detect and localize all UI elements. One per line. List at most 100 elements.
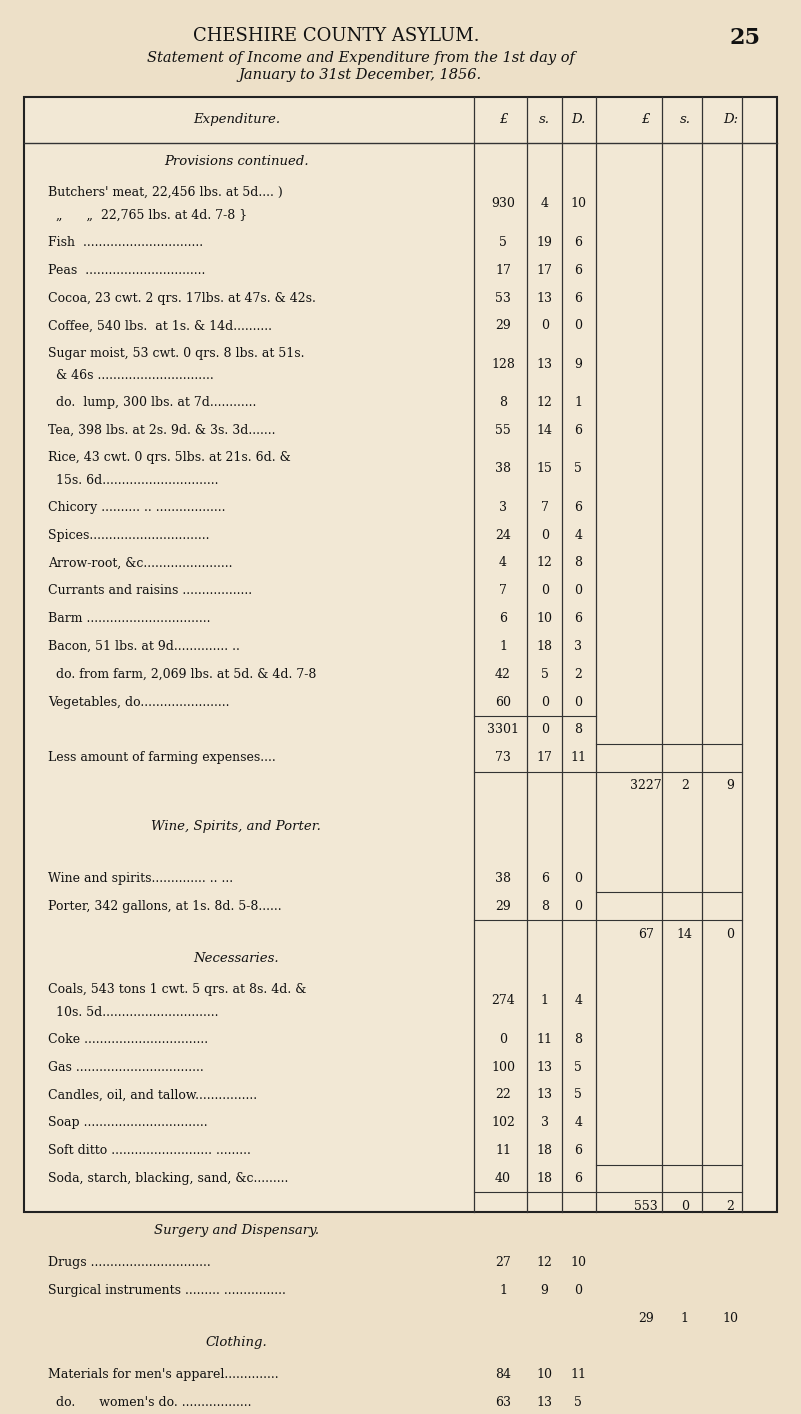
Text: 53: 53 (495, 291, 511, 304)
Text: 15s. 6d..............................: 15s. 6d.............................. (48, 474, 219, 486)
Text: Clothing.: Clothing. (205, 1336, 268, 1349)
Text: 553: 553 (634, 1200, 658, 1213)
Text: 2: 2 (574, 667, 582, 680)
Text: 6: 6 (574, 1172, 582, 1185)
Text: 10s. 5d..............................: 10s. 5d.............................. (48, 1005, 219, 1018)
Text: 17: 17 (495, 263, 511, 277)
Text: Necessaries.: Necessaries. (194, 952, 279, 964)
Text: 73: 73 (495, 751, 511, 765)
Text: 0: 0 (574, 696, 582, 708)
Text: Statement of Income and Expenditure from the 1st day of: Statement of Income and Expenditure from… (147, 51, 574, 65)
Text: 4: 4 (574, 1116, 582, 1130)
Text: 5: 5 (499, 236, 507, 249)
Text: 930: 930 (491, 198, 515, 211)
Text: 1: 1 (499, 641, 507, 653)
Text: 11: 11 (495, 1144, 511, 1157)
Text: Gas .................................: Gas ................................. (48, 1060, 203, 1073)
Text: 27: 27 (495, 1256, 511, 1270)
Text: 6: 6 (574, 501, 582, 513)
Text: 1: 1 (574, 396, 582, 409)
Text: 8: 8 (574, 1032, 582, 1046)
Text: 0: 0 (727, 928, 735, 940)
Text: £: £ (499, 113, 507, 126)
Text: Barm ................................: Barm ................................ (48, 612, 211, 625)
Text: 29: 29 (495, 899, 511, 913)
Text: 0: 0 (541, 320, 549, 332)
Text: s.: s. (539, 113, 550, 126)
Text: Expenditure.: Expenditure. (193, 113, 280, 126)
Text: Tea, 398 lbs. at 2s. 9d. & 3s. 3d.......: Tea, 398 lbs. at 2s. 9d. & 3s. 3d....... (48, 424, 276, 437)
Text: 5: 5 (574, 1396, 582, 1408)
Text: 3227: 3227 (630, 779, 662, 792)
Text: 7: 7 (541, 501, 549, 513)
Text: Coals, 543 tons 1 cwt. 5 qrs. at 8s. 4d. &: Coals, 543 tons 1 cwt. 5 qrs. at 8s. 4d.… (48, 983, 307, 997)
Text: 10: 10 (537, 612, 553, 625)
Text: 102: 102 (491, 1116, 515, 1130)
Text: 11: 11 (570, 1367, 586, 1381)
Text: 17: 17 (537, 263, 553, 277)
Text: Soap ................................: Soap ................................ (48, 1116, 207, 1130)
Text: 67: 67 (638, 928, 654, 940)
Text: 8: 8 (574, 724, 582, 737)
Text: 1: 1 (499, 1284, 507, 1297)
Text: 5: 5 (574, 1060, 582, 1073)
Text: Currants and raisins ..................: Currants and raisins .................. (48, 584, 252, 597)
Text: 29: 29 (495, 320, 511, 332)
Text: Soft ditto .......................... .........: Soft ditto .......................... ..… (48, 1144, 251, 1157)
Text: 10: 10 (570, 1256, 586, 1270)
Text: 6: 6 (541, 872, 549, 885)
Text: 9: 9 (541, 1284, 549, 1297)
Text: 0: 0 (681, 1200, 689, 1213)
Text: 38: 38 (495, 872, 511, 885)
Text: s.: s. (679, 113, 690, 126)
Text: Wine and spirits.............. .. ...: Wine and spirits.............. .. ... (48, 872, 233, 885)
Text: 4: 4 (499, 556, 507, 570)
Text: 6: 6 (574, 291, 582, 304)
Text: 18: 18 (537, 1144, 553, 1157)
Text: 18: 18 (537, 641, 553, 653)
Text: 0: 0 (574, 899, 582, 913)
Text: 10: 10 (723, 1312, 739, 1325)
Text: 12: 12 (537, 556, 553, 570)
Text: 0: 0 (541, 696, 549, 708)
Text: 3301: 3301 (487, 724, 519, 737)
Text: 17: 17 (537, 751, 553, 765)
Text: Candles, oil, and tallow................: Candles, oil, and tallow................ (48, 1089, 257, 1102)
Text: 8: 8 (499, 396, 507, 409)
Text: D:: D: (723, 113, 738, 126)
Text: 8: 8 (541, 899, 549, 913)
Text: 4: 4 (574, 994, 582, 1007)
Text: Coke ................................: Coke ................................ (48, 1032, 208, 1046)
Text: 84: 84 (495, 1367, 511, 1381)
Text: 3: 3 (541, 1116, 549, 1130)
Text: 55: 55 (495, 424, 511, 437)
Text: 11: 11 (537, 1032, 553, 1046)
Text: 0: 0 (574, 320, 582, 332)
Text: Surgical instruments ......... ................: Surgical instruments ......... .........… (48, 1284, 286, 1297)
Text: do. from farm, 2,069 lbs. at 5d. & 4d. 7-8: do. from farm, 2,069 lbs. at 5d. & 4d. 7… (48, 667, 316, 680)
Text: 14: 14 (677, 928, 693, 940)
Text: Soda, starch, blacking, sand, &c.........: Soda, starch, blacking, sand, &c........… (48, 1172, 288, 1185)
Text: Arrow-root, &c.......................: Arrow-root, &c....................... (48, 556, 232, 570)
Text: Wine, Spirits, and Porter.: Wine, Spirits, and Porter. (151, 820, 321, 833)
Text: Porter, 342 gallons, at 1s. 8d. 5-8......: Porter, 342 gallons, at 1s. 8d. 5-8.....… (48, 899, 282, 913)
Text: Surgery and Dispensary.: Surgery and Dispensary. (154, 1225, 319, 1237)
Text: 13: 13 (537, 1396, 553, 1408)
Text: 29: 29 (638, 1312, 654, 1325)
Text: 42: 42 (495, 667, 511, 680)
Text: £: £ (642, 113, 650, 126)
Text: Chicory .......... .. ..................: Chicory .......... .. .................. (48, 501, 226, 513)
Text: Sugar moist, 53 cwt. 0 qrs. 8 lbs. at 51s.: Sugar moist, 53 cwt. 0 qrs. 8 lbs. at 51… (48, 346, 304, 359)
Text: 19: 19 (537, 236, 553, 249)
Text: „      „  22,765 lbs. at 4d. 7-8 }: „ „ 22,765 lbs. at 4d. 7-8 } (48, 209, 248, 222)
Text: CHESHIRE COUNTY ASYLUM.: CHESHIRE COUNTY ASYLUM. (193, 27, 480, 45)
Text: 6: 6 (574, 236, 582, 249)
Text: Fish  ...............................: Fish ............................... (48, 236, 203, 249)
Text: Provisions continued.: Provisions continued. (164, 154, 308, 168)
Text: 8: 8 (574, 556, 582, 570)
Text: Cocoa, 23 cwt. 2 qrs. 17lbs. at 47s. & 42s.: Cocoa, 23 cwt. 2 qrs. 17lbs. at 47s. & 4… (48, 291, 316, 304)
Text: 128: 128 (491, 358, 515, 370)
Text: 13: 13 (537, 1089, 553, 1102)
Text: 0: 0 (541, 584, 549, 597)
Text: Bacon, 51 lbs. at 9d.............. ..: Bacon, 51 lbs. at 9d.............. .. (48, 641, 240, 653)
